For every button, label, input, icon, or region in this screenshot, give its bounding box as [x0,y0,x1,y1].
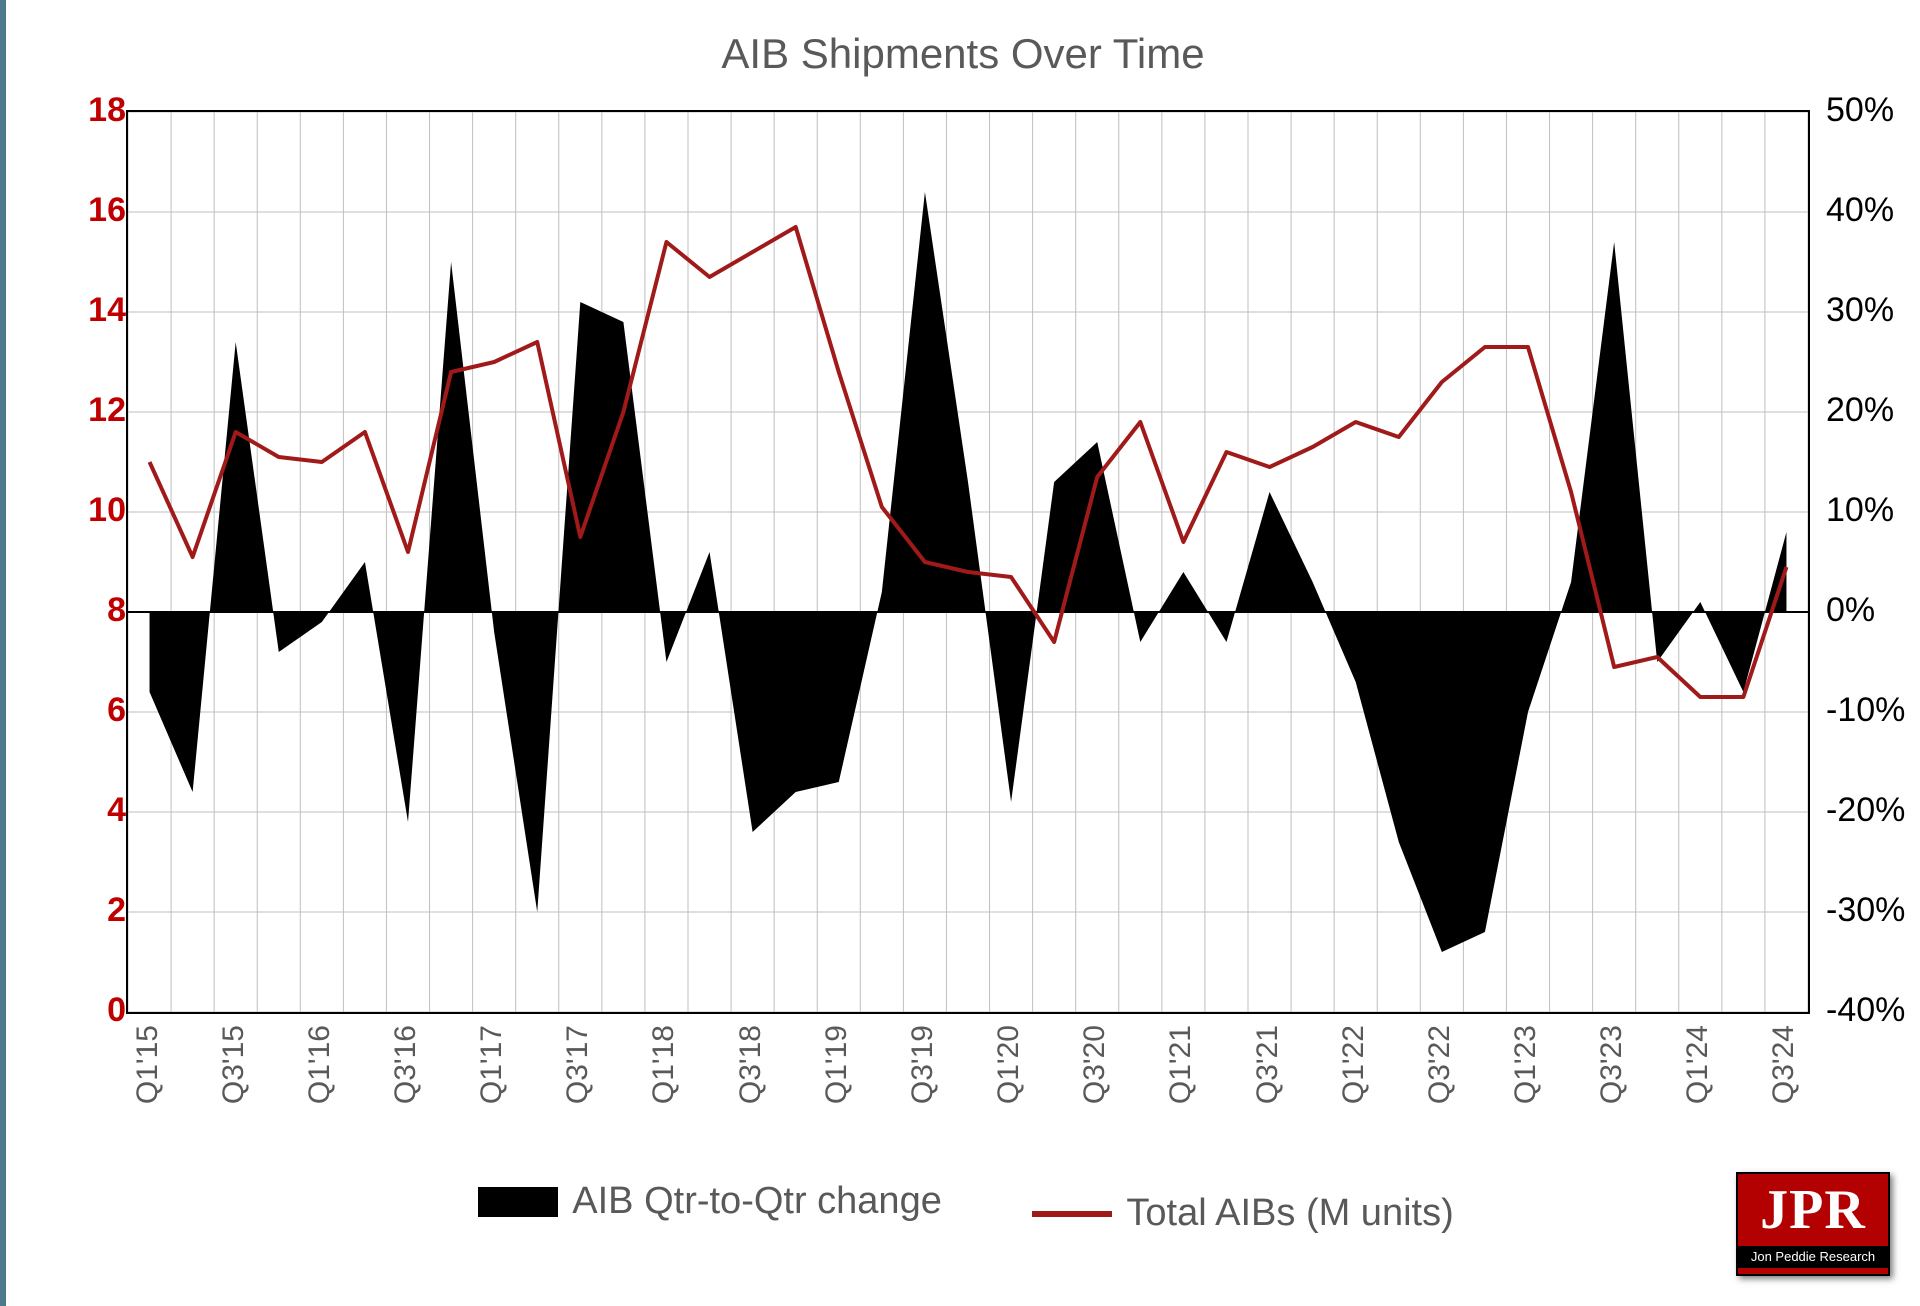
xtick-label: Q1'22 [1337,1025,1371,1104]
legend: AIB Qtr-to-Qtr change Total AIBs (M unit… [6,1180,1920,1235]
ytick-left: 10 [26,493,126,527]
legend-label-line: Total AIBs (M units) [1126,1192,1453,1235]
xtick-label: Q1'17 [475,1025,509,1104]
ytick-left: 0 [26,993,126,1027]
legend-label-area: AIB Qtr-to-Qtr change [572,1180,942,1223]
xtick-label: Q1'23 [1509,1025,1543,1104]
jpr-logo: JPR Jon Peddie Research [1736,1172,1890,1276]
chart-frame: AIB Shipments Over Time 024681012141618 … [0,0,1920,1306]
legend-swatch-line [1032,1211,1112,1217]
xtick-label: Q3'20 [1078,1025,1112,1104]
ytick-left: 16 [26,193,126,227]
y-axis-right: -40%-30%-20%-10%0%10%20%30%40%50% [1816,110,1920,1010]
ytick-left: 6 [26,693,126,727]
ytick-right: 0% [1826,593,1920,627]
xtick-label: Q1'16 [303,1025,337,1104]
ytick-left: 2 [26,893,126,927]
xtick-label: Q3'19 [906,1025,940,1104]
xtick-label: Q1'19 [820,1025,854,1104]
ytick-right: -30% [1826,893,1920,927]
xtick-label: Q3'18 [734,1025,768,1104]
ytick-right: -40% [1826,993,1920,1027]
ytick-right: 30% [1826,293,1920,327]
chart-title: AIB Shipments Over Time [6,30,1920,78]
legend-item-area: AIB Qtr-to-Qtr change [478,1180,942,1223]
xtick-label: Q1'20 [992,1025,1026,1104]
logo-text: JPR [1738,1174,1888,1246]
ytick-right: 40% [1826,193,1920,227]
plot-area [126,110,1810,1014]
ytick-right: 50% [1826,93,1920,127]
xtick-label: Q3'17 [561,1025,595,1104]
xtick-label: Q3'22 [1423,1025,1457,1104]
ytick-right: 20% [1826,393,1920,427]
ytick-right: 10% [1826,493,1920,527]
y-axis-left: 024681012141618 [16,110,126,1010]
xtick-label: Q3'24 [1767,1025,1801,1104]
xtick-label: Q1'18 [647,1025,681,1104]
x-axis: Q1'15 Q3'15 Q1'16 Q3'16 Q1'17 Q3'17 Q1'18 Q3'18… [126,1015,1806,1145]
ytick-right: -20% [1826,793,1920,827]
xtick-label: Q1'15 [131,1025,165,1104]
legend-swatch-area [478,1187,558,1217]
xtick-label: Q3'15 [217,1025,251,1104]
xtick-label: Q1'24 [1681,1025,1715,1104]
xtick-label: Q1'21 [1164,1025,1198,1104]
ytick-left: 8 [26,593,126,627]
ytick-left: 14 [26,293,126,327]
xtick-label: Q3'21 [1251,1025,1285,1104]
ytick-left: 12 [26,393,126,427]
ytick-left: 18 [26,93,126,127]
logo-subtitle: Jon Peddie Research [1738,1246,1888,1268]
ytick-right: -10% [1826,693,1920,727]
ytick-left: 4 [26,793,126,827]
xtick-label: Q3'16 [389,1025,423,1104]
legend-item-line: Total AIBs (M units) [1032,1192,1453,1235]
xtick-label: Q3'23 [1595,1025,1629,1104]
